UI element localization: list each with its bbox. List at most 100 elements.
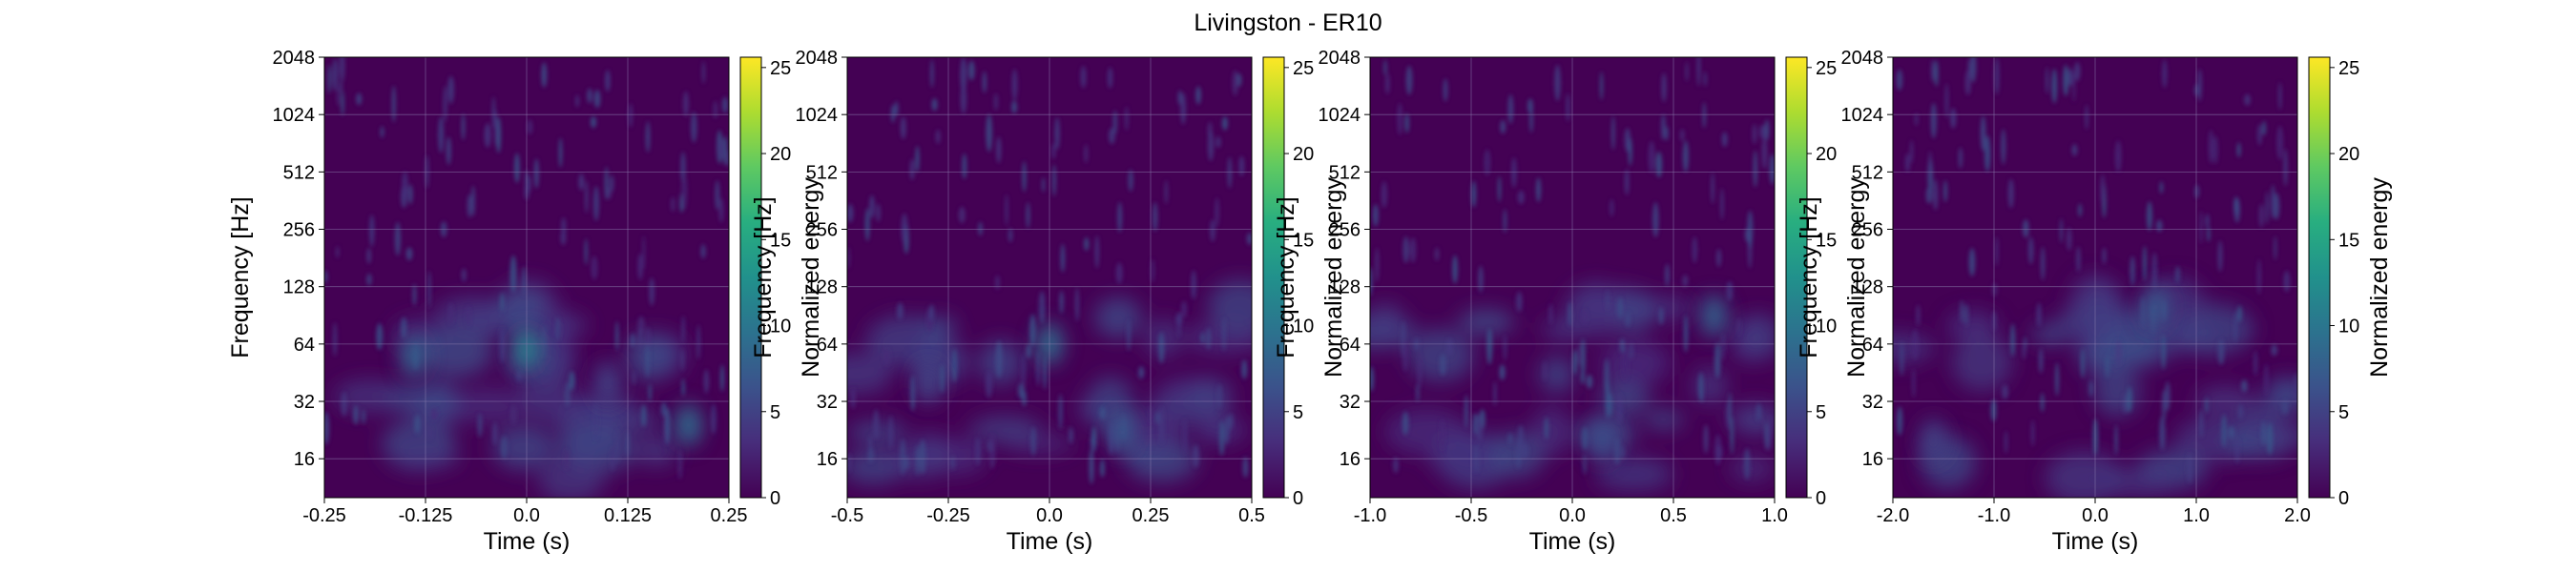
heatmap-streak bbox=[993, 92, 999, 112]
heatmap-streak bbox=[2100, 174, 2106, 206]
heatmap-streak bbox=[1682, 140, 1689, 173]
heatmap-streak bbox=[2233, 312, 2237, 343]
y-axis-label: Frequency [Hz] bbox=[750, 196, 777, 358]
heatmap-streak bbox=[1206, 327, 1212, 350]
heatmap-streak bbox=[414, 415, 421, 434]
heatmap-streak bbox=[412, 283, 417, 306]
heatmap-streak bbox=[1381, 181, 1387, 208]
heatmap-streak bbox=[1665, 126, 1669, 141]
heatmap-streak bbox=[1535, 177, 1542, 202]
heatmap-streak bbox=[578, 173, 585, 191]
heatmap-streak bbox=[883, 348, 890, 366]
heatmap-streak bbox=[1409, 237, 1417, 263]
heatmap-streak-texture bbox=[1896, 57, 2297, 484]
heatmap-blob bbox=[334, 379, 405, 413]
heatmap-streak bbox=[1402, 411, 1409, 436]
heatmap-streak bbox=[2165, 381, 2171, 412]
colorbar-tick-label: 25 bbox=[770, 58, 791, 79]
heatmap-streak bbox=[1030, 426, 1036, 456]
heatmap-streak bbox=[1964, 70, 1971, 95]
heatmap-streak bbox=[477, 413, 483, 438]
heatmap-streak bbox=[1370, 366, 1374, 392]
y-tick-label: 64 bbox=[1340, 335, 1361, 356]
heatmap-streak bbox=[1397, 102, 1402, 135]
heatmap-streak bbox=[660, 401, 667, 417]
colorbar-tick-label: 25 bbox=[2338, 58, 2359, 79]
heatmap-streak bbox=[1963, 303, 1969, 326]
heatmap-streak bbox=[681, 174, 688, 210]
heatmap-streak bbox=[1764, 119, 1770, 141]
heatmap-streak bbox=[2085, 104, 2088, 131]
heatmap-streak bbox=[324, 270, 328, 283]
heatmap-streak bbox=[1175, 313, 1183, 327]
y-tick-label: 16 bbox=[817, 449, 838, 470]
x-tick-label: -0.25 bbox=[926, 505, 970, 526]
heatmap-streak bbox=[407, 184, 413, 205]
energy-feature-3 bbox=[914, 361, 942, 404]
heatmap-streak bbox=[2114, 424, 2118, 456]
y-tick-label: 128 bbox=[1329, 277, 1361, 298]
heatmap-streak bbox=[366, 273, 372, 286]
y-tick-label: 32 bbox=[1340, 392, 1361, 413]
heatmap-streak bbox=[1904, 153, 1911, 173]
heatmap-streak bbox=[522, 266, 527, 296]
heatmap-streak bbox=[2271, 344, 2278, 357]
x-axis-label: Time (s) bbox=[1007, 528, 1093, 555]
heatmap-streak bbox=[1720, 334, 1726, 360]
heatmap-streak bbox=[900, 439, 906, 476]
heatmap-streak bbox=[1629, 341, 1633, 359]
energy-feature-1 bbox=[2142, 286, 2170, 329]
heatmap-streak bbox=[2278, 82, 2282, 111]
colorbar-tick-label: 5 bbox=[770, 402, 780, 423]
heatmap-blob bbox=[2088, 339, 2170, 370]
heatmap-streak bbox=[869, 194, 875, 219]
heatmap-features bbox=[400, 328, 702, 447]
heatmap-streak bbox=[2274, 235, 2277, 261]
heatmap-blob bbox=[385, 383, 461, 416]
heatmap-streak bbox=[628, 103, 634, 128]
heatmap-streak bbox=[847, 203, 854, 223]
heatmap-streak bbox=[1497, 175, 1502, 202]
heatmap-streak bbox=[1232, 70, 1238, 96]
colorbar-label: Normalized energy bbox=[2366, 177, 2393, 378]
heatmap-streak bbox=[1011, 69, 1018, 101]
heatmap-streak bbox=[1700, 389, 1704, 402]
colorbar bbox=[2308, 56, 2331, 499]
heatmap-streak bbox=[2142, 245, 2147, 281]
heatmap-streak bbox=[369, 214, 375, 247]
y-tick-label: 1024 bbox=[1319, 105, 1361, 126]
heatmap-streak bbox=[1452, 255, 1458, 284]
heatmap-streak bbox=[637, 253, 643, 280]
colorbar-tick-label: 15 bbox=[770, 230, 791, 251]
colorbar-label: Normalized energy bbox=[798, 177, 824, 378]
heatmap-streak bbox=[847, 453, 851, 473]
heatmap-streak bbox=[1080, 66, 1087, 89]
heatmap-streak bbox=[2115, 339, 2123, 366]
heatmap-streak bbox=[995, 340, 1003, 378]
heatmap-streak bbox=[1440, 419, 1445, 451]
colorbar-tick-label: 0 bbox=[1816, 488, 1826, 509]
heatmap-streak bbox=[1221, 116, 1228, 131]
heatmap-streak bbox=[1950, 108, 1957, 129]
heatmap-streak bbox=[696, 324, 700, 360]
y-tick-label: 512 bbox=[283, 162, 315, 183]
heatmap-streak bbox=[2030, 419, 2035, 447]
heatmap-streak bbox=[2022, 341, 2026, 359]
colorbar-tick-label: 10 bbox=[1293, 317, 1314, 337]
heatmap-streak bbox=[641, 404, 647, 427]
spectrogram-panel-4: -2.0 -1.0 0.0 1.0 2.0 16 32 64 128 256 512 1024 2048… bbox=[1796, 48, 2393, 555]
heatmap-streak bbox=[1761, 134, 1768, 170]
heatmap-streak bbox=[527, 119, 533, 135]
heatmap-streak bbox=[691, 112, 697, 143]
heatmap-streak bbox=[1916, 304, 1921, 326]
heatmap-streak bbox=[1600, 72, 1604, 100]
heatmap-streak bbox=[1180, 300, 1188, 317]
heatmap-blob bbox=[1946, 310, 1999, 341]
heatmap-blob bbox=[1208, 279, 1252, 334]
heatmap-streak bbox=[915, 145, 920, 173]
x-tick-label: 0.125 bbox=[604, 505, 652, 526]
heatmap-streak bbox=[1968, 248, 1976, 276]
heatmap-streak bbox=[1652, 202, 1659, 237]
energy-feature-1 bbox=[1700, 295, 1728, 337]
x-tick-label: -0.5 bbox=[831, 505, 863, 526]
